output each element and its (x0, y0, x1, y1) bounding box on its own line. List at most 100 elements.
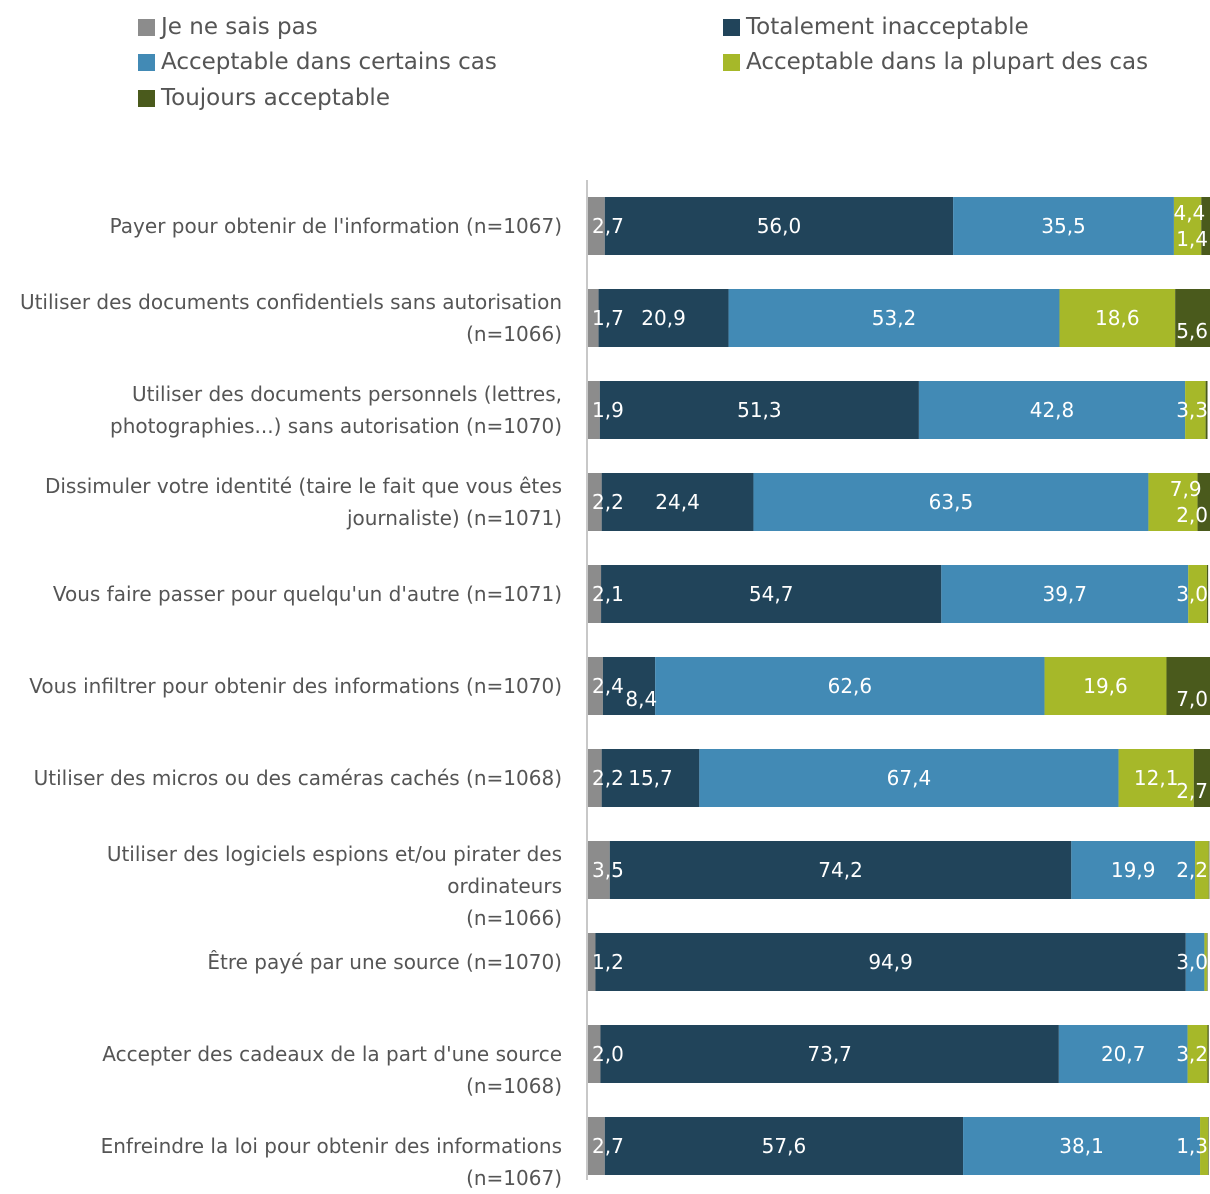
data-label: 67,4 (887, 766, 932, 790)
bar-segment (1175, 289, 1210, 347)
data-label: 74,2 (818, 858, 863, 882)
bar-segment (599, 381, 919, 439)
data-label: 8,4 (625, 687, 657, 711)
category-label-line: Utiliser des documents confidentiels san… (19, 290, 562, 314)
data-label: 1,2 (592, 950, 624, 974)
bar-segment (1044, 657, 1167, 715)
legend-item-toujours-acceptable: Toujours acceptable (138, 85, 390, 111)
data-label: 35,5 (1041, 214, 1086, 238)
data-label: 3,0 (1176, 950, 1208, 974)
bar-segment (588, 749, 602, 807)
data-label: 20,7 (1101, 1042, 1146, 1066)
bar-segment (1197, 473, 1210, 531)
bar-segment (1201, 197, 1210, 255)
legend-label: Toujours acceptable (161, 85, 390, 111)
bar-segment (588, 473, 602, 531)
bar-segment (588, 289, 599, 347)
category-label-line: Dissimuler votre identité (taire le fait… (44, 474, 562, 498)
bar-segment (588, 381, 600, 439)
bar-segment (1195, 841, 1209, 899)
category-label-line: Vous infiltrer pour obtenir des informat… (29, 674, 562, 698)
bar-segment (1185, 933, 1205, 991)
data-label: 54,7 (749, 582, 794, 606)
bar-segment (604, 1117, 964, 1175)
category-label: Payer pour obtenir de l'information (n=1… (2, 210, 562, 242)
category-label: Vous faire passer pour quelqu'un d'autre… (2, 578, 562, 610)
bar-segment (1204, 933, 1207, 991)
legend-item-totalement-inacceptable: Totalement inacceptable (723, 14, 1029, 40)
data-label: 42,8 (1030, 398, 1075, 422)
bar-segment (1188, 565, 1207, 623)
data-label: 18,6 (1095, 306, 1140, 330)
data-label: 5,6 (1176, 319, 1208, 343)
bar-segment (588, 565, 602, 623)
bar-segment (600, 1025, 1059, 1083)
bar-segment (699, 749, 1119, 807)
bar-segment (953, 197, 1174, 255)
chart-legend: Je ne sais pas Totalement inacceptable A… (0, 0, 1210, 130)
bar-segment (1059, 289, 1176, 347)
category-label-line: Vous faire passer pour quelqu'un d'autre… (52, 582, 562, 606)
bar-segment (609, 841, 1072, 899)
data-label: 56,0 (757, 214, 802, 238)
bar-segment (1206, 565, 1209, 623)
data-label: 2,4 (592, 674, 624, 698)
data-label: 2,2 (1176, 858, 1208, 882)
category-label-line: Utiliser des logiciels espions et/ou pir… (106, 842, 562, 898)
category-label: Vous infiltrer pour obtenir des informat… (2, 670, 562, 702)
data-label: 2,7 (592, 214, 624, 238)
category-label: Utiliser des documents confidentiels san… (2, 286, 562, 350)
bar-segment (602, 657, 656, 715)
legend-swatch (138, 18, 155, 36)
category-label-line: (n=1066) (466, 906, 562, 930)
data-label: 1,9 (592, 398, 624, 422)
category-label: Dissimuler votre identité (taire le fait… (2, 470, 562, 534)
legend-label: Totalement inacceptable (746, 14, 1029, 40)
bar-segment (588, 933, 596, 991)
data-label: 4,4 (1173, 201, 1205, 225)
bar-segment (1166, 657, 1210, 715)
data-label: 2,1 (592, 582, 624, 606)
category-label-line: journaliste) (n=1071) (346, 506, 562, 530)
data-label: 1,7 (592, 306, 624, 330)
bar-segment (1206, 933, 1208, 991)
data-label: 1,3 (1176, 1134, 1208, 1158)
legend-item-acceptable-plupart-cas: Acceptable dans la plupart des cas (723, 49, 1148, 75)
stacked-bar-chart: Payer pour obtenir de l'information (n=1… (0, 175, 1210, 1190)
data-label: 2,7 (592, 1134, 624, 1158)
bar-segment (753, 473, 1149, 531)
bar-segment (963, 1117, 1201, 1175)
bar-segment (604, 197, 954, 255)
legend-swatch (138, 89, 155, 107)
legend-label: Acceptable dans la plupart des cas (746, 49, 1149, 75)
data-label: 2,2 (592, 766, 624, 790)
category-label: Accepter des cadeaux de la part d'une so… (2, 1038, 562, 1102)
bar-segment (1193, 749, 1210, 807)
data-label: 1,4 (1176, 227, 1208, 251)
category-label-line: Payer pour obtenir de l'information (n=1… (109, 214, 562, 238)
bar-segment (598, 289, 729, 347)
bar-segment (655, 657, 1045, 715)
data-label: 12,1 (1134, 766, 1179, 790)
data-label: 7,9 (1170, 477, 1202, 501)
bar-segment (918, 381, 1186, 439)
bar-segment (595, 933, 1186, 991)
legend-swatch (723, 18, 740, 36)
legend-swatch (138, 53, 155, 71)
data-label: 57,6 (762, 1134, 807, 1158)
bar-segment (1118, 749, 1194, 807)
bar-segment (588, 841, 610, 899)
category-label: Utiliser des documents personnels (lettr… (2, 378, 562, 442)
bar-segment (601, 565, 942, 623)
legend-item-je-ne-sais-pas: Je ne sais pas (138, 14, 318, 40)
bar-segment (588, 1025, 601, 1083)
data-label: 2,0 (592, 1042, 624, 1066)
bar-segment (1205, 381, 1208, 439)
legend-label: Je ne sais pas (161, 14, 318, 40)
data-label: 3,0 (1176, 582, 1208, 606)
data-label: 7,0 (1176, 687, 1208, 711)
legend-item-acceptable-certains-cas: Acceptable dans certains cas (138, 49, 497, 75)
data-label: 63,5 (929, 490, 974, 514)
bar-segment (1207, 1025, 1209, 1083)
bar-segment (1071, 841, 1196, 899)
